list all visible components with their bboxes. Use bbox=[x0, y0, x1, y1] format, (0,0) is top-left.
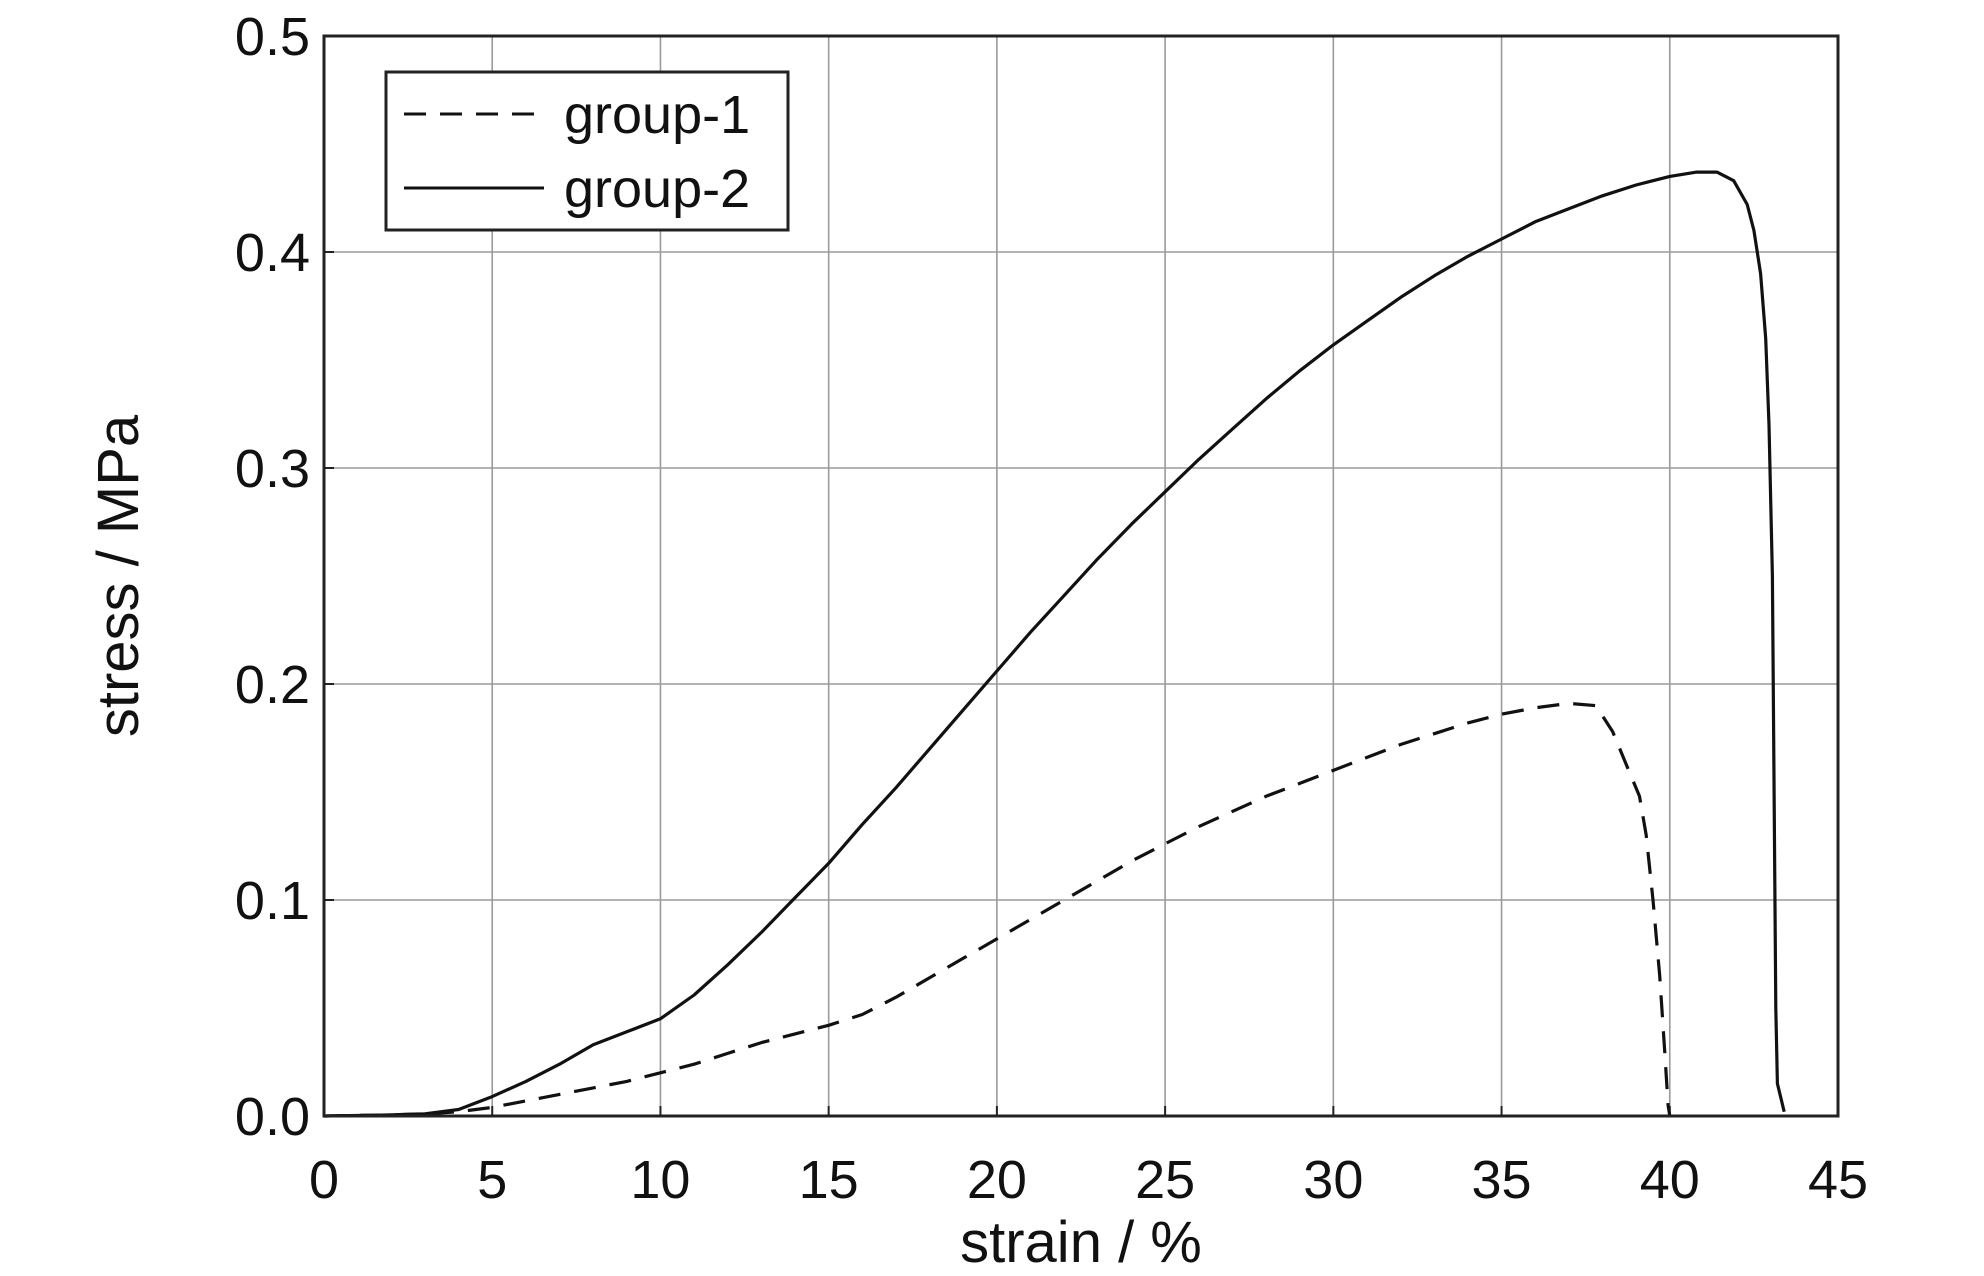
group-1-legend-label: group-1 bbox=[564, 85, 750, 145]
x-tick-label: 45 bbox=[1808, 1150, 1868, 1210]
y-axis-title: stress / MPa bbox=[86, 414, 151, 737]
x-tick-label: 20 bbox=[967, 1150, 1027, 1210]
x-tick-label: 35 bbox=[1472, 1150, 1532, 1210]
series-lines bbox=[323, 170, 1786, 1118]
x-tick-label: 5 bbox=[477, 1150, 507, 1210]
x-axis-title: strain / % bbox=[960, 1210, 1202, 1275]
x-tick-label: 30 bbox=[1303, 1150, 1363, 1210]
y-tick-label: 0.1 bbox=[235, 871, 310, 931]
x-tick-label: 15 bbox=[799, 1150, 859, 1210]
x-axis-ticks: 0 5 10 15 20 25 30 35 40 45 bbox=[309, 1106, 1868, 1210]
x-tick-label: 10 bbox=[630, 1150, 690, 1210]
y-tick-label: 0.2 bbox=[235, 655, 310, 715]
legend: group-1 group-2 bbox=[384, 70, 790, 232]
y-axis-ticks: 0.0 0.1 0.2 0.3 0.4 0.5 bbox=[235, 7, 334, 1147]
x-tick-label: 0 bbox=[309, 1150, 339, 1210]
y-tick-label: 0.0 bbox=[235, 1087, 310, 1147]
y-tick-label: 0.3 bbox=[235, 439, 310, 499]
x-tick-label: 25 bbox=[1135, 1150, 1195, 1210]
legend-box bbox=[384, 70, 790, 232]
group-1-line bbox=[323, 701, 1672, 1118]
group-2-line bbox=[323, 170, 1786, 1118]
plot-frame bbox=[322, 34, 1840, 1118]
y-tick-label: 0.4 bbox=[235, 223, 310, 283]
group-2-legend-label: group-2 bbox=[564, 159, 750, 219]
y-tick-label: 0.5 bbox=[235, 7, 310, 67]
x-tick-label: 40 bbox=[1640, 1150, 1700, 1210]
